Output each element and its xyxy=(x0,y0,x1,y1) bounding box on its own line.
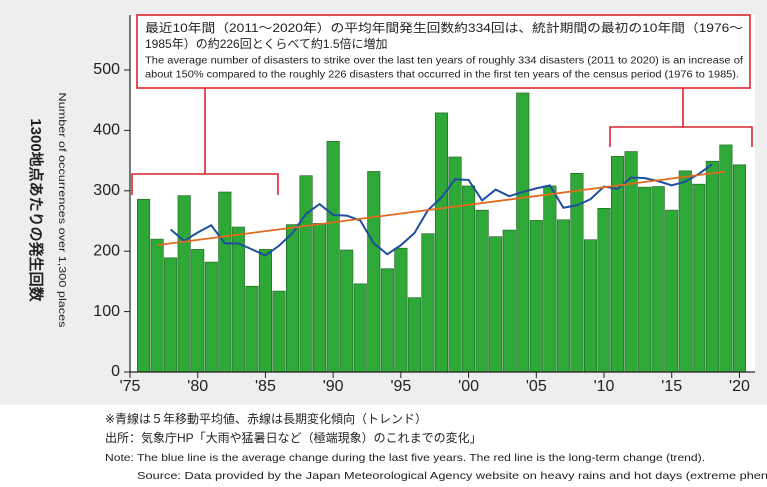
bar xyxy=(340,249,354,373)
bar xyxy=(137,198,151,373)
x-tick-label: '10 xyxy=(594,378,615,395)
bar xyxy=(177,195,191,373)
y-tick-label: 0 xyxy=(111,363,120,380)
x-tick-label: '00 xyxy=(458,378,479,395)
bar xyxy=(597,208,611,373)
bar xyxy=(258,249,272,373)
x-tick-label: '15 xyxy=(661,378,682,395)
bracket-right xyxy=(609,126,753,147)
y-axis-label: 1300地点あたりの発生回数 xyxy=(27,118,45,302)
annotation-text: 1985年）の約226回とくらべて約1.5倍に増加 xyxy=(145,36,388,51)
bar xyxy=(516,92,530,373)
bar xyxy=(502,229,516,373)
bar xyxy=(705,160,719,373)
bar xyxy=(326,140,340,373)
bar xyxy=(692,183,706,373)
bar xyxy=(231,226,245,373)
bar xyxy=(543,185,557,373)
x-tick-label: '85 xyxy=(255,378,276,395)
bar xyxy=(150,238,164,373)
bar xyxy=(407,297,421,373)
bar xyxy=(448,156,462,373)
bar xyxy=(272,290,286,373)
x-tick-label: '95 xyxy=(390,378,411,395)
bar xyxy=(462,185,476,373)
bar xyxy=(434,112,449,373)
bar xyxy=(218,191,232,373)
x-tick-label: '80 xyxy=(187,378,208,395)
annotation-text: 最近10年間（2011～2020年）の平均年間発生回数約334回は、統計期間の最… xyxy=(145,20,743,35)
x-tick-label: '90 xyxy=(323,378,344,395)
annotation-text: about 150% compared to the roughly 226 d… xyxy=(145,70,739,81)
bar xyxy=(421,233,435,373)
bar xyxy=(394,247,408,373)
bar xyxy=(204,261,218,373)
bar xyxy=(678,170,692,373)
bar xyxy=(638,186,652,373)
bar xyxy=(556,219,570,373)
bar xyxy=(732,164,746,373)
brackets xyxy=(131,88,753,195)
bar xyxy=(583,239,598,373)
bar xyxy=(475,209,489,373)
bar xyxy=(285,224,300,373)
note: Source: Data provided by the Japan Meteo… xyxy=(137,470,767,482)
bar xyxy=(529,220,543,373)
marks: 0 100 200 300 400 500 '75 '80 '85 '90 '95 '00 '05 '10… xyxy=(93,15,755,395)
line xyxy=(156,170,727,247)
y-tick-label: 400 xyxy=(93,122,120,139)
bar xyxy=(380,268,394,373)
bar xyxy=(245,285,259,373)
annotation-box xyxy=(136,14,751,89)
bar xyxy=(164,257,178,373)
bar xyxy=(489,236,503,373)
note: Note: The blue line is the average chang… xyxy=(105,452,705,464)
x-tick-label: '75 xyxy=(120,378,141,395)
y-tick-label: 500 xyxy=(93,61,120,78)
note: ※青線は５年移動平均値、赤線は長期変化傾向（トレンド） xyxy=(105,411,427,426)
bar xyxy=(665,209,679,373)
y-tick-label: 300 xyxy=(93,182,120,199)
bar xyxy=(313,223,327,373)
y-tick-label: 200 xyxy=(93,242,120,259)
x-tick-label: '05 xyxy=(526,378,547,395)
bar xyxy=(651,186,665,373)
bar xyxy=(299,175,313,373)
note: 出所：気象庁HP「大雨や猛暑日など（極端現象）のこれまでの変化」 xyxy=(105,430,482,445)
bar xyxy=(191,249,205,373)
bar xyxy=(719,144,733,373)
y-axis-label-en: Number of occurrences over 1,300 places xyxy=(56,93,68,328)
annotation-text: The average number of disasters to strik… xyxy=(145,56,743,67)
bar xyxy=(353,283,367,373)
y-tick-label: 100 xyxy=(93,303,120,320)
bar xyxy=(367,171,381,373)
x-tick-label: '20 xyxy=(729,378,750,395)
